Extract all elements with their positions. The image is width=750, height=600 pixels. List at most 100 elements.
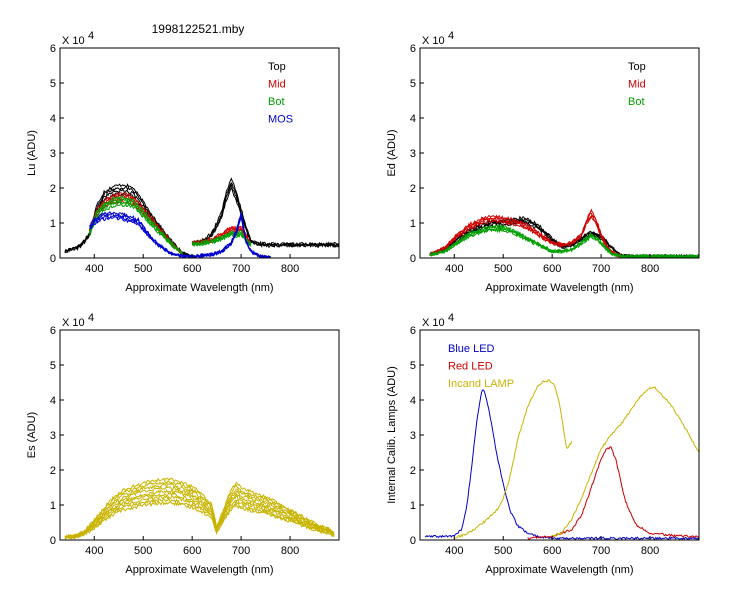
series-line-es	[64, 477, 335, 539]
y-axis-label: Lu (ADU)	[26, 130, 38, 176]
y-tick-label: 0	[50, 535, 56, 547]
plot-frame	[59, 47, 340, 259]
y-multiplier-exponent: 4	[88, 30, 94, 42]
y-tick-label: 6	[410, 43, 416, 55]
y-multiplier-exponent: 4	[448, 30, 454, 42]
legend-entry-bot: Bot	[628, 96, 645, 108]
y-tick-label: 4	[410, 395, 416, 407]
series-line-top	[192, 187, 339, 249]
series-line-es	[64, 480, 335, 539]
plot-frame	[59, 329, 340, 541]
x-tick-label: 800	[281, 263, 299, 275]
y-tick-label: 4	[410, 113, 416, 125]
x-axis-label: Approximate Wavelength (nm)	[485, 282, 633, 294]
legend-entry-top: Top	[628, 61, 646, 73]
legend-entry-blue-led: Blue LED	[448, 343, 495, 355]
y-tick-label: 1	[410, 218, 416, 230]
legend-entry-bot: Bot	[268, 96, 285, 108]
x-tick-label: 700	[592, 263, 610, 275]
x-axis-label: Approximate Wavelength (nm)	[125, 564, 273, 576]
series-line-es	[64, 485, 335, 539]
chart-panel-es: 0 1 2 3 4 5 6 400 500 600 700 800 Approximate Wavele…	[26, 312, 340, 576]
series-line-top	[191, 177, 339, 247]
x-tick-label: 700	[232, 263, 250, 275]
series-line-es	[64, 494, 335, 539]
series-line-bot	[88, 198, 183, 255]
y-tick-label: 0	[410, 253, 416, 265]
y-multiplier: X 10	[62, 35, 85, 47]
series-line-bot	[191, 231, 252, 246]
y-axis-label: Internal Calib. Lamps (ADU)	[386, 366, 398, 504]
y-tick-label: 4	[50, 113, 56, 125]
y-axis-label: Ed (ADU)	[386, 129, 398, 176]
legend-entry-mid: Mid	[268, 79, 286, 91]
y-tick-label: 1	[50, 500, 56, 512]
series-line-blue-led	[424, 389, 699, 540]
legend-entry-mid: Mid	[628, 79, 646, 91]
y-axis-label: Es (ADU)	[26, 412, 38, 458]
legend-entry-red-led: Red LED	[448, 361, 493, 373]
x-tick-label: 600	[543, 545, 561, 557]
y-multiplier-exponent: 4	[448, 312, 454, 324]
y-tick-label: 5	[410, 78, 416, 90]
x-tick-label: 700	[232, 545, 250, 557]
y-tick-label: 2	[50, 465, 56, 477]
x-tick-label: 600	[543, 263, 561, 275]
plot-frame	[419, 47, 700, 259]
y-multiplier: X 10	[422, 35, 445, 47]
x-tick-label: 500	[494, 545, 512, 557]
series-line-es	[64, 482, 335, 539]
y-tick-label: 1	[50, 218, 56, 230]
x-tick-label: 600	[183, 545, 201, 557]
y-tick-label: 3	[410, 148, 416, 160]
legend-entry-mos: MOS	[268, 114, 293, 126]
series-line-bot	[429, 226, 699, 258]
x-axis-label: Approximate Wavelength (nm)	[485, 564, 633, 576]
y-tick-label: 5	[50, 78, 56, 90]
figure-title: 1998122521.mby	[152, 22, 245, 36]
legend-entry-incand-lamp: Incand LAMP	[448, 378, 514, 390]
y-multiplier-exponent: 4	[88, 312, 94, 324]
y-tick-label: 3	[50, 148, 56, 160]
y-tick-label: 6	[50, 325, 56, 337]
x-tick-label: 500	[134, 263, 152, 275]
x-tick-label: 700	[592, 545, 610, 557]
y-multiplier: X 10	[422, 317, 445, 329]
x-tick-label: 400	[445, 263, 463, 275]
x-tick-label: 400	[85, 545, 103, 557]
x-tick-label: 400	[445, 545, 463, 557]
x-axis-label: Approximate Wavelength (nm)	[125, 282, 273, 294]
series-line-mos	[89, 216, 271, 258]
x-tick-label: 500	[134, 545, 152, 557]
series-line-mid	[88, 194, 183, 253]
series-line-bot	[88, 203, 183, 254]
y-tick-label: 6	[410, 325, 416, 337]
chart-panel-lu: 0 1 2 3 4 5 6 400 500 600 700 800 Approximate Wavele…	[26, 30, 340, 294]
y-tick-label: 2	[50, 183, 56, 195]
series-line-mid	[429, 214, 621, 258]
x-tick-label: 800	[281, 545, 299, 557]
series-line-es	[64, 489, 335, 539]
y-multiplier: X 10	[62, 317, 85, 329]
y-tick-label: 2	[410, 465, 416, 477]
y-tick-label: 3	[50, 430, 56, 442]
legend-entry-top: Top	[268, 61, 286, 73]
y-tick-label: 1	[410, 500, 416, 512]
y-tick-label: 5	[50, 360, 56, 372]
chart-panel-lamps: 0 1 2 3 4 5 6 400 500 600 700 800 Approximate Wavele…	[386, 312, 700, 576]
x-tick-label: 400	[85, 263, 103, 275]
series-line-red-led	[527, 446, 699, 540]
y-tick-label: 0	[50, 253, 56, 265]
series-line-mid	[88, 191, 183, 255]
series-line-incand-lamp	[551, 385, 699, 537]
chart-panel-ed: 0 1 2 3 4 5 6 400 500 600 700 800 Approximate Wavele…	[386, 30, 700, 294]
x-tick-label: 800	[641, 263, 659, 275]
y-tick-label: 3	[410, 430, 416, 442]
series-line-bot	[88, 200, 183, 255]
y-tick-label: 5	[410, 360, 416, 372]
x-tick-label: 500	[494, 263, 512, 275]
x-tick-label: 600	[183, 263, 201, 275]
y-tick-label: 6	[50, 43, 56, 55]
